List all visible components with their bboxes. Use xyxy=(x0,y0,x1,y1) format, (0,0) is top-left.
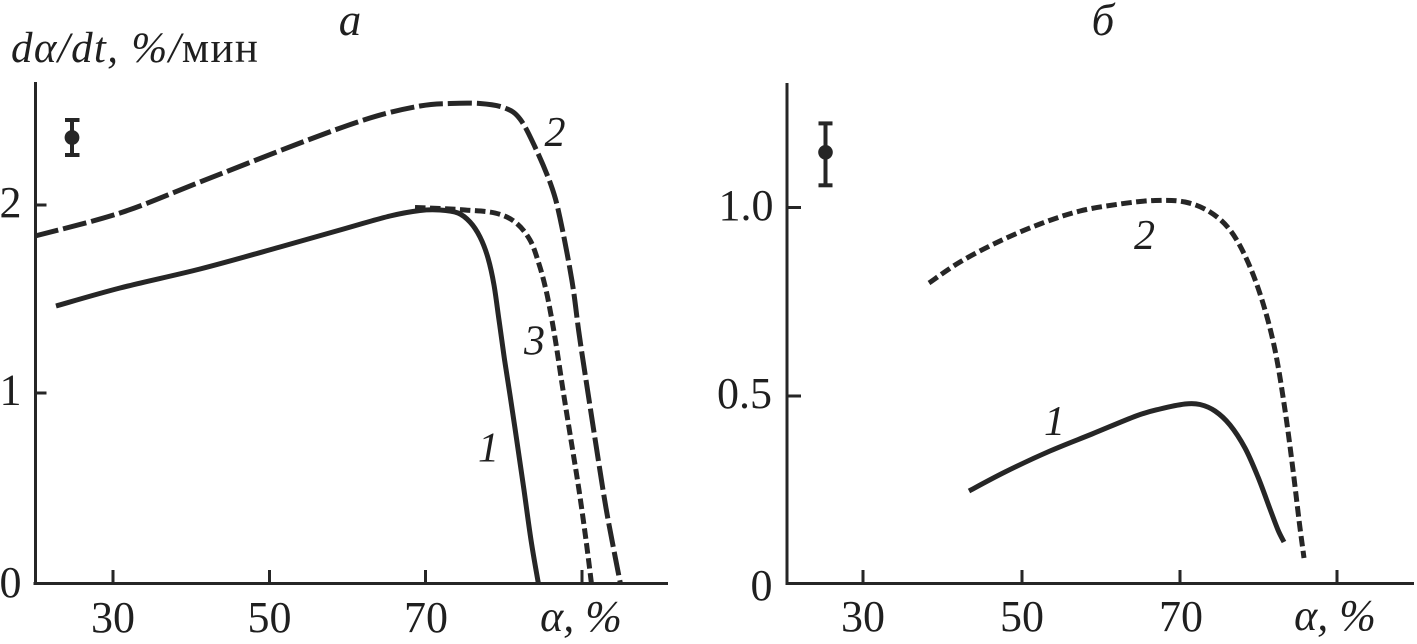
svg-text:2: 2 xyxy=(1134,213,1155,259)
svg-text:0: 0 xyxy=(0,558,22,607)
svg-text:0.5: 0.5 xyxy=(717,369,772,418)
svg-text:70: 70 xyxy=(404,593,448,642)
svg-text:1.0: 1.0 xyxy=(719,181,774,230)
svg-text:30: 30 xyxy=(841,592,885,641)
svg-text:3: 3 xyxy=(523,319,545,365)
svg-text:1: 1 xyxy=(0,366,22,415)
svg-text:1: 1 xyxy=(478,426,499,472)
svg-text:dα/dt, %/мин: dα/dt, %/мин xyxy=(11,25,259,72)
svg-text:б: б xyxy=(1092,0,1116,45)
svg-text:30: 30 xyxy=(91,593,135,642)
svg-text:50: 50 xyxy=(248,593,292,642)
svg-text:α, %: α, % xyxy=(1294,591,1376,640)
svg-text:2: 2 xyxy=(0,178,22,227)
svg-text:a: a xyxy=(339,0,362,45)
svg-text:70: 70 xyxy=(1159,592,1203,641)
svg-text:2: 2 xyxy=(545,110,566,156)
svg-text:1: 1 xyxy=(1044,399,1065,445)
svg-text:50: 50 xyxy=(1000,592,1044,641)
svg-text:0: 0 xyxy=(751,561,773,610)
svg-text:α, %: α, % xyxy=(540,592,622,641)
